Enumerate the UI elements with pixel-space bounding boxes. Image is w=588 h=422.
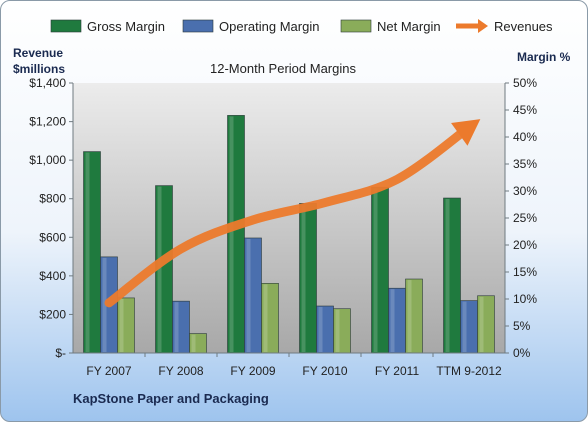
left-tick-label: $1,200 xyxy=(29,115,66,129)
revenue-line-layer xyxy=(104,119,481,308)
plot-area xyxy=(73,83,505,353)
left-tick-label: $400 xyxy=(39,269,66,283)
axes-layer: $- $200 $400 $600 $800 $1,000 $1,200 $1,400 0% 5%… xyxy=(29,76,537,378)
legend-label: Operating Margin xyxy=(219,19,319,34)
right-tick-label: 25% xyxy=(513,211,537,225)
bar-highlight-2-1 xyxy=(191,334,196,352)
x-tick-label: FY 2008 xyxy=(158,364,203,378)
left-axis-label-line2: $millions xyxy=(13,62,65,76)
x-tick-label: FY 2011 xyxy=(375,364,420,378)
legend-label: Revenues xyxy=(494,19,553,34)
x-tick-label: FY 2009 xyxy=(230,364,275,378)
left-tick-label: $600 xyxy=(39,230,66,244)
right-axis-label: Margin % xyxy=(517,50,571,64)
bar-highlight-0-5 xyxy=(445,199,450,352)
right-tick-label: 50% xyxy=(513,76,537,90)
x-tick-label: FY 2010 xyxy=(302,364,347,378)
right-tick-label: 35% xyxy=(513,157,537,171)
bar-highlight-1-0 xyxy=(102,257,107,352)
legend-label: Net Margin xyxy=(377,19,441,34)
revenue-line xyxy=(104,122,474,308)
right-tick-label: 40% xyxy=(513,130,537,144)
bar-highlight-2-2 xyxy=(263,284,268,352)
left-tick-label: $- xyxy=(55,346,66,360)
left-tick-label: $1,000 xyxy=(29,153,66,167)
right-tick-label: 5% xyxy=(513,319,531,333)
right-tick-label: 20% xyxy=(513,238,537,252)
bar-highlight-0-1 xyxy=(157,186,162,352)
legend: Gross Margin Operating Margin Net Margin Re… xyxy=(50,19,553,34)
bar-highlight-1-1 xyxy=(174,302,179,352)
left-tick-label: $1,400 xyxy=(29,76,66,90)
bar-highlight-1-3 xyxy=(318,307,323,352)
legend-swatch-gross-margin xyxy=(50,19,82,33)
legend-swatch-net-margin xyxy=(340,19,372,33)
legend-label: Gross Margin xyxy=(87,19,165,34)
left-axis-label-line1: Revenue xyxy=(13,46,63,60)
right-tick-label: 10% xyxy=(513,292,537,306)
legend-swatch-revenues-arrow xyxy=(478,19,488,33)
bar-highlight-2-0 xyxy=(119,298,124,352)
bar-highlight-1-2 xyxy=(246,238,251,352)
bar-highlight-1-5 xyxy=(462,301,467,352)
x-tick-label: FY 2007 xyxy=(86,364,131,378)
bar-highlight-0-4 xyxy=(373,188,378,352)
right-tick-label: 30% xyxy=(513,184,537,198)
bar-highlight-2-4 xyxy=(407,280,412,352)
x-tick-label: TTM 9-2012 xyxy=(436,364,502,378)
bar-highlight-2-5 xyxy=(479,296,484,352)
left-tick-label: $800 xyxy=(39,192,66,206)
bar-highlight-1-4 xyxy=(390,289,395,352)
right-tick-label: 0% xyxy=(513,346,531,360)
bar-highlight-0-3 xyxy=(301,204,306,352)
bar-highlight-0-2 xyxy=(229,116,234,353)
chart-title: 12-Month Period Margins xyxy=(210,61,356,76)
left-tick-label: $200 xyxy=(39,307,66,321)
right-tick-label: 15% xyxy=(513,265,537,279)
bar-highlight-2-3 xyxy=(335,309,340,352)
legend-swatch-operating-margin xyxy=(182,19,214,33)
bar-highlight-0-0 xyxy=(85,152,90,352)
footer-company-name: KapStone Paper and Packaging xyxy=(73,391,269,406)
right-tick-label: 45% xyxy=(513,103,537,117)
revenue-arrowhead xyxy=(451,119,481,146)
